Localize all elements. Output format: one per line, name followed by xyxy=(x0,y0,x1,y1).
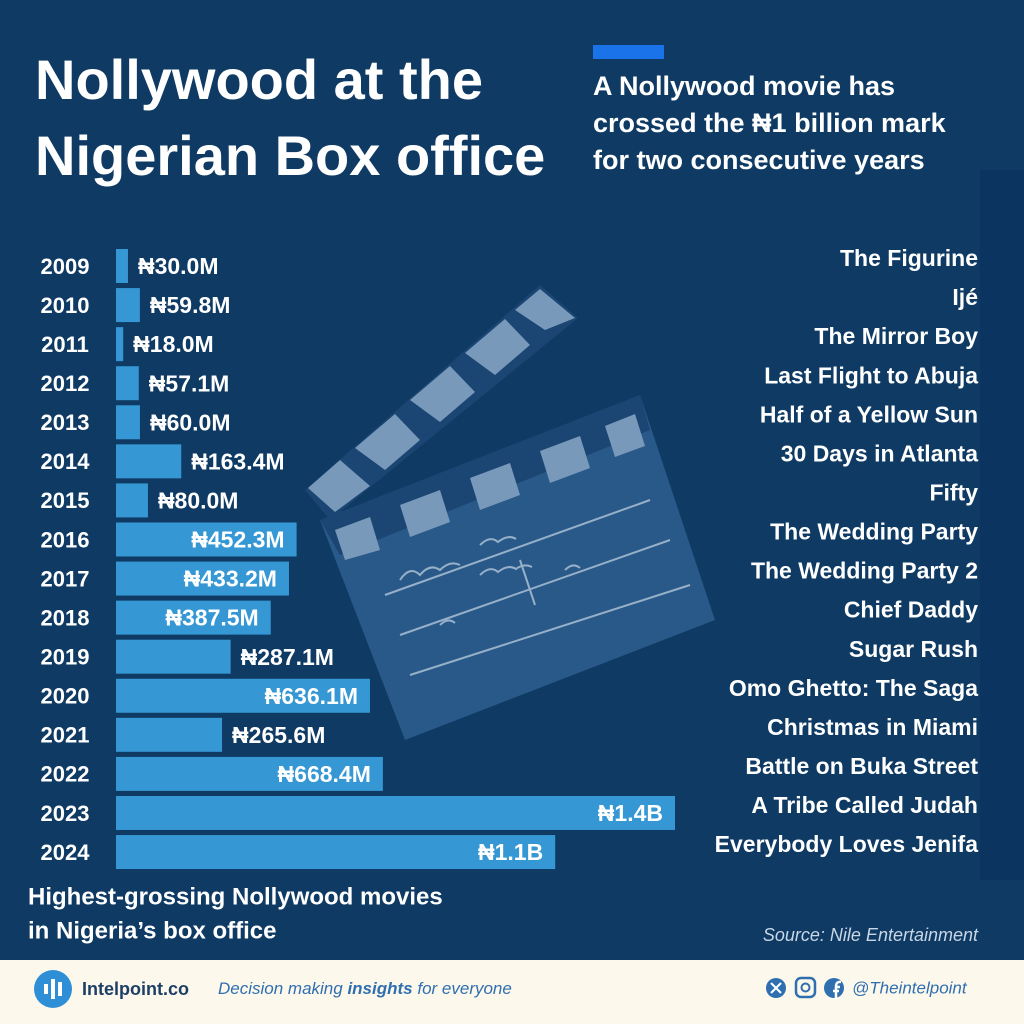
y-tick-label: 2014 xyxy=(41,449,91,474)
movie-label: 30 Days in Atlanta xyxy=(781,440,978,466)
caption: in Nigeria’s box office xyxy=(28,917,277,944)
value-label: ₦1.4B xyxy=(598,800,663,826)
y-tick-label: 2024 xyxy=(41,840,91,865)
value-label: ₦60.0M xyxy=(150,409,231,435)
movie-label: Last Flight to Abuja xyxy=(764,362,978,388)
tagline-part: Decision making xyxy=(218,979,347,998)
tagline-part: insights xyxy=(347,979,412,998)
bar xyxy=(116,405,140,440)
value-label: ₦433.2M xyxy=(184,566,277,592)
bar xyxy=(116,561,289,596)
movie-label: The Figurine xyxy=(840,245,978,271)
movie-label: Battle on Buka Street xyxy=(745,753,978,779)
y-tick-label: 2011 xyxy=(41,332,89,357)
subtitle: for two consecutive years xyxy=(593,145,925,175)
value-label: ₦163.4M xyxy=(191,448,284,474)
title: Nollywood at the xyxy=(35,48,483,111)
value-label: ₦668.4M xyxy=(278,761,371,787)
accent-bar xyxy=(593,45,664,59)
value-label: ₦265.6M xyxy=(232,722,325,748)
value-label: ₦59.8M xyxy=(150,292,231,318)
movie-label: Fifty xyxy=(929,479,978,505)
logo-icon xyxy=(44,979,62,999)
y-tick-label: 2022 xyxy=(41,762,90,787)
value-label: ₦287.1M xyxy=(241,644,334,670)
bar xyxy=(116,678,370,713)
y-tick-label: 2010 xyxy=(41,293,90,318)
bar xyxy=(116,522,297,557)
subtitle: A Nollywood movie has xyxy=(593,71,895,101)
bar xyxy=(116,249,128,283)
bar xyxy=(116,756,383,791)
movie-label: The Wedding Party xyxy=(770,519,978,545)
footer xyxy=(0,960,1024,1024)
bar xyxy=(116,366,139,401)
movie-label: Everybody Loves Jenifa xyxy=(715,831,979,857)
y-tick-label: 2020 xyxy=(41,684,90,709)
bar xyxy=(116,444,182,479)
handle: @Theintelpoint xyxy=(852,978,968,997)
value-label: ₦1.1B xyxy=(478,839,543,865)
clapperboard xyxy=(305,285,715,740)
tagline-part: for everyone xyxy=(413,979,512,998)
y-tick-label: 2018 xyxy=(41,605,90,630)
bar xyxy=(116,600,271,635)
movie-label: A Tribe Called Judah xyxy=(751,792,978,818)
background-panel xyxy=(980,170,1024,880)
movie-label: Chief Daddy xyxy=(844,597,978,623)
caption: Highest-grossing Nollywood movies xyxy=(28,883,443,910)
y-tick-label: 2013 xyxy=(41,410,90,435)
value-label: ₦80.0M xyxy=(158,487,239,513)
movie-label: The Wedding Party 2 xyxy=(751,558,978,584)
bar xyxy=(116,717,223,752)
tagline: Decision making insights for everyone xyxy=(218,979,512,998)
value-label: ₦387.5M xyxy=(165,605,258,631)
bar xyxy=(116,327,124,362)
y-tick-label: 2009 xyxy=(41,254,90,279)
source: Source: Nile Entertainment xyxy=(763,925,979,945)
value-label: ₦636.1M xyxy=(265,683,358,709)
value-label: ₦18.0M xyxy=(133,331,214,357)
movie-label: Christmas in Miami xyxy=(767,714,978,740)
y-tick-label: 2019 xyxy=(41,645,90,670)
header: Nollywood at the Nigerian Box office A N… xyxy=(35,48,947,187)
bar xyxy=(116,483,148,518)
brand: Intelpoint.co xyxy=(82,979,189,999)
y-tick-label: 2017 xyxy=(41,566,90,591)
movie-label: The Mirror Boy xyxy=(814,323,978,349)
subtitle: crossed the ₦1 billion mark xyxy=(593,108,947,138)
movie-label: Half of a Yellow Sun xyxy=(760,401,978,427)
bar xyxy=(116,639,231,674)
movie-label: Sugar Rush xyxy=(849,636,978,662)
value-label: ₦452.3M xyxy=(191,527,284,553)
y-tick-label: 2016 xyxy=(41,527,90,552)
movie-label: Omo Ghetto: The Saga xyxy=(729,675,978,701)
y-tick-label: 2021 xyxy=(41,723,90,748)
bar xyxy=(116,288,140,323)
y-tick-label: 2015 xyxy=(41,488,90,513)
movie-label: Ijé xyxy=(952,284,978,310)
y-tick-label: 2023 xyxy=(41,801,90,826)
bar xyxy=(116,835,556,870)
title: Nigerian Box office xyxy=(35,124,545,187)
social-icons[interactable] xyxy=(766,976,844,999)
bar xyxy=(116,795,675,830)
y-tick-label: 2012 xyxy=(41,371,90,396)
value-label: ₦57.1M xyxy=(149,370,230,396)
value-label: ₦30.0M xyxy=(138,253,219,279)
